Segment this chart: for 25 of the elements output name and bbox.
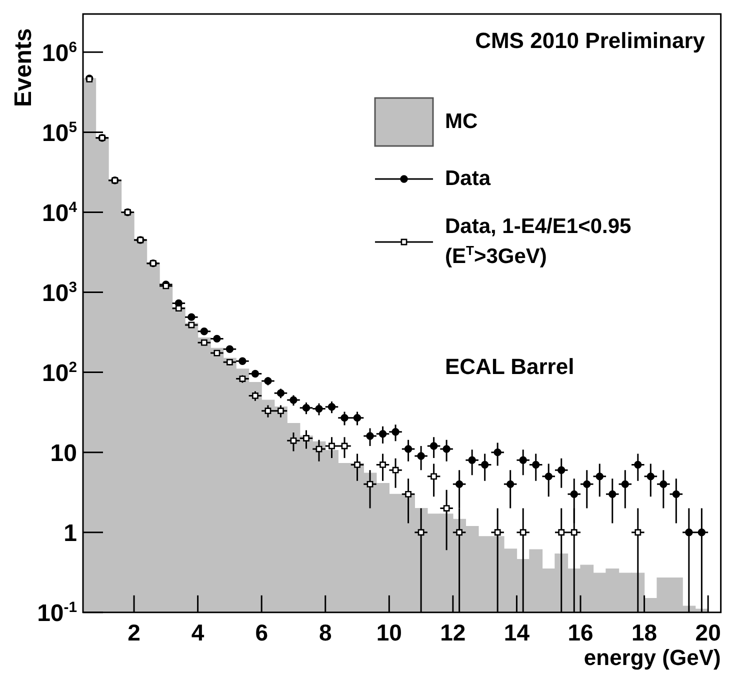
legend-label: Data [445,166,492,192]
x-tick-label: 4 [191,620,204,646]
x-tick-label: 16 [568,620,594,646]
annotation: ECAL Barrel [445,354,574,380]
x-axis-title: energy (GeV) [584,645,721,670]
legend-label: MC [445,109,479,135]
y-tick-label: 10$^{4}$ [42,200,77,228]
y-tick-label: 10$^{2}$ [42,360,77,388]
y-tick-label: 1 [64,520,77,548]
x-tick-label: 14 [504,620,530,646]
x-tick-label: 18 [631,620,658,646]
y-tick-label: 10$^{6}$ [42,40,77,68]
x-tick-label: 10 [376,620,402,646]
y-tick-label: 10$^{3}$ [42,280,77,308]
annotation: CMS 2010 Preliminary [475,28,705,54]
x-tick-label: 2 [128,620,140,646]
y-tick-label: 10 [50,440,77,468]
y-tick-label: 10$^{-1}$ [37,600,77,628]
y-tick-label: 10$^{5}$ [42,120,77,148]
y-axis-title: Events [10,28,38,107]
x-tick-label: 12 [440,620,466,646]
x-tick-label: 6 [255,620,268,646]
legend-label: Data, 1-E4/E1<0.95 (E$^{T}$>3GeV) [445,214,632,270]
x-tick-label: 20 [695,620,721,646]
x-tick-label: 8 [318,620,332,646]
